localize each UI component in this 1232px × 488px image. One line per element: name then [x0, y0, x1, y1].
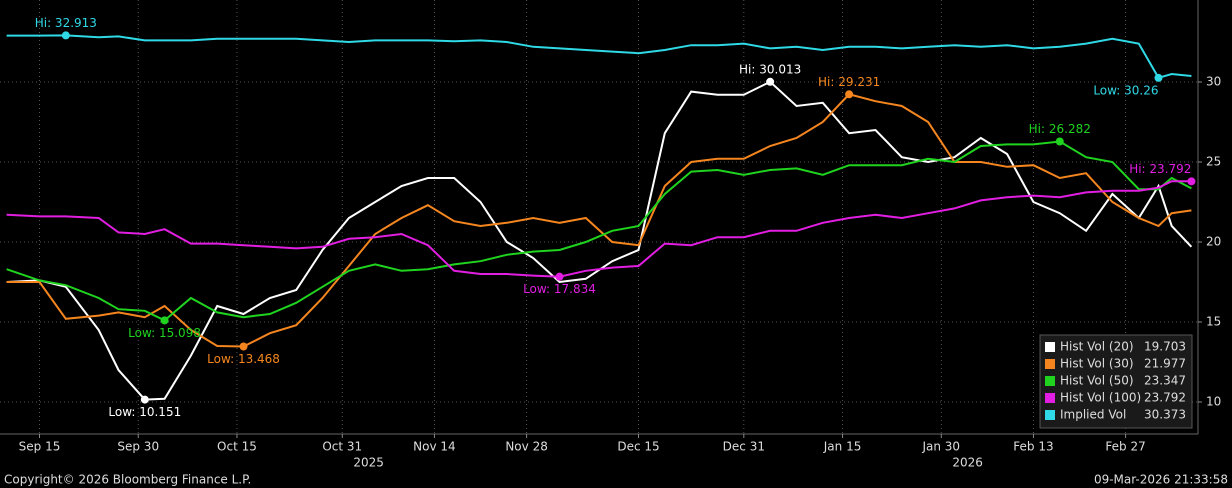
legend-label: Hist Vol (100) [1060, 391, 1141, 405]
annotation-label: Low: 17.834 [523, 282, 596, 296]
x-tick-label: Feb 13 [1013, 440, 1053, 454]
y-tick-label: 10 [1206, 395, 1221, 409]
series-line [6, 140, 1192, 322]
annotation-marker [61, 31, 70, 40]
legend-swatch [1045, 359, 1055, 369]
x-year-label: 2026 [952, 456, 983, 470]
legend-label: Hist Vol (50) [1060, 374, 1134, 388]
annotation-label: Hi: 26.282 [1029, 122, 1091, 136]
legend-label: Implied Vol [1060, 408, 1126, 422]
series-line [6, 93, 1192, 348]
annotation-marker [239, 342, 248, 351]
annotation-label: Low: 13.468 [207, 352, 280, 366]
x-tick-label: Dec 31 [723, 440, 765, 454]
legend-value: 21.977 [1144, 357, 1186, 371]
x-tick-label: Oct 15 [217, 440, 257, 454]
x-tick-label: Jan 15 [823, 440, 862, 454]
x-tick-label: Sep 30 [117, 440, 159, 454]
series-line [6, 180, 1192, 278]
y-tick-label: 30 [1206, 75, 1221, 89]
annotation-label: Low: 10.151 [108, 405, 181, 419]
series-line [6, 80, 1193, 401]
annotation-label: Low: 30.26 [1093, 83, 1158, 97]
x-tick-label: Dec 15 [617, 440, 659, 454]
annotation-label: Hi: 30.013 [739, 62, 801, 76]
annotation-marker [140, 395, 149, 404]
legend-value: 23.347 [1144, 374, 1186, 388]
legend-value: 23.792 [1144, 391, 1186, 405]
annotation-label: Hi: 23.792 [1129, 162, 1191, 176]
legend-value: 30.373 [1144, 408, 1186, 422]
annotation-marker [766, 77, 775, 86]
annotation-marker [555, 272, 564, 281]
legend-swatch [1045, 342, 1055, 352]
legend-swatch [1045, 376, 1055, 386]
annotation-marker [1154, 73, 1163, 82]
legend-value: 19.703 [1144, 340, 1186, 354]
copyright: Copyright© 2026 Bloomberg Finance L.P. [4, 473, 251, 487]
annotation-marker [1055, 137, 1064, 146]
annotation-label: Hi: 29.231 [818, 75, 880, 89]
y-tick-label: 25 [1206, 155, 1221, 169]
x-tick-label: Jan 30 [921, 440, 960, 454]
annotation-marker [1187, 177, 1196, 186]
legend-swatch [1045, 393, 1055, 403]
annotation-label: Low: 15.098 [128, 326, 201, 340]
legend-box [1039, 334, 1193, 429]
y-tick-label: 15 [1206, 315, 1221, 329]
legend-label: Hist Vol (20) [1060, 340, 1134, 354]
legend-label: Hist Vol (30) [1060, 357, 1134, 371]
x-year-label: 2025 [353, 456, 384, 470]
annotation-label: Hi: 32.913 [35, 16, 97, 30]
annotation-marker [160, 316, 169, 325]
x-tick-label: Sep 15 [19, 440, 61, 454]
x-tick-label: Feb 27 [1105, 440, 1145, 454]
x-tick-label: Nov 14 [413, 440, 456, 454]
series-line [6, 34, 1192, 79]
annotation-marker [845, 90, 854, 99]
y-tick-label: 20 [1206, 235, 1221, 249]
x-tick-label: Oct 31 [322, 440, 362, 454]
x-tick-label: Nov 28 [505, 440, 548, 454]
legend-swatch [1045, 410, 1055, 420]
timestamp: 09-Mar-2026 21:33:58 [1094, 473, 1228, 487]
